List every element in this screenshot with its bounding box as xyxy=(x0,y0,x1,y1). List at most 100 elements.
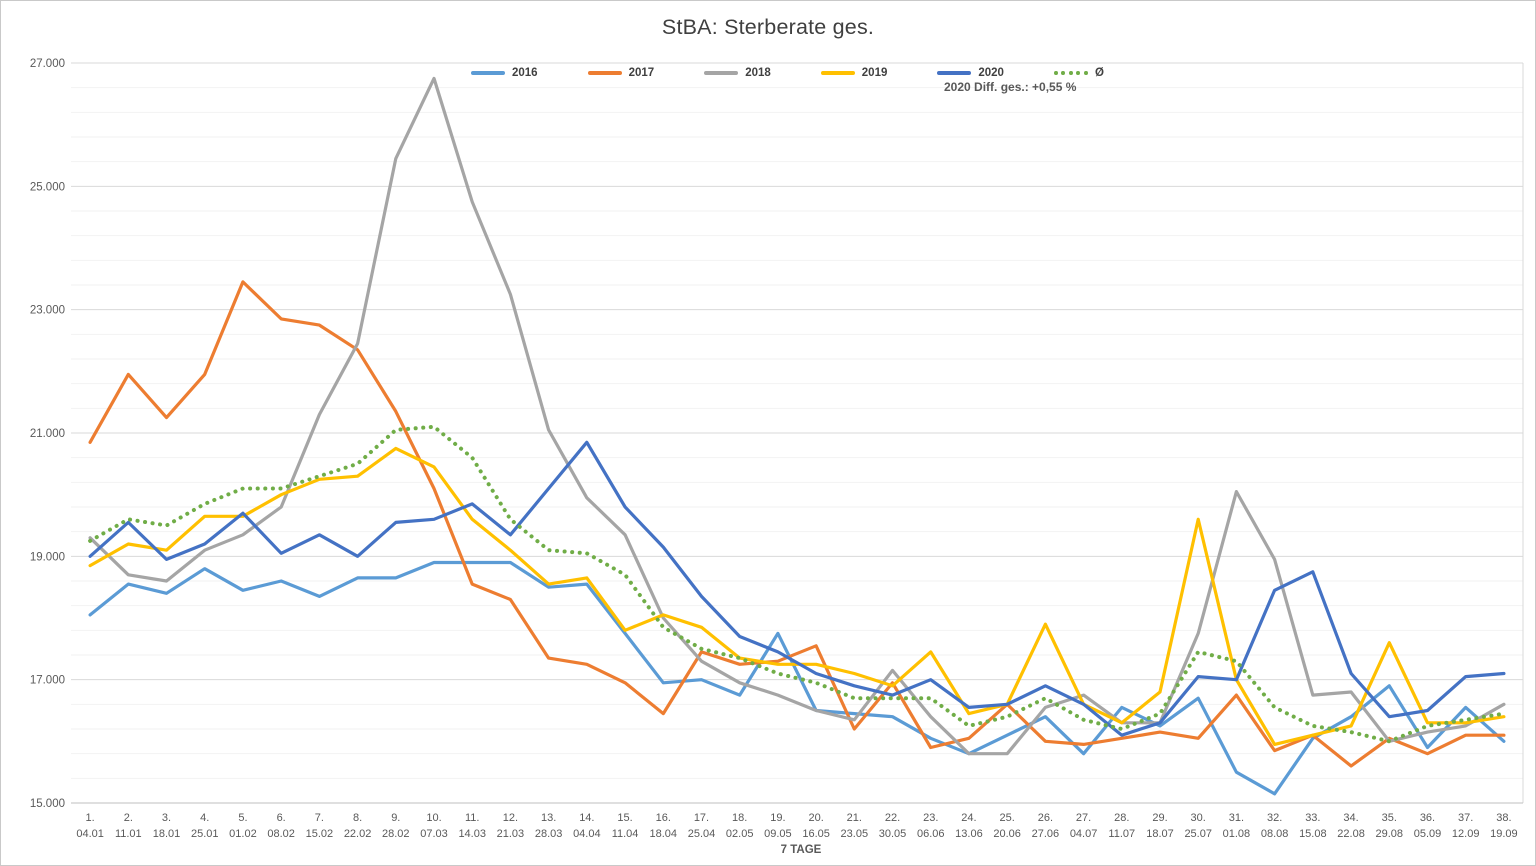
svg-text:19.: 19. xyxy=(770,812,785,824)
svg-text:28.: 28. xyxy=(1114,812,1129,824)
svg-text:20.: 20. xyxy=(808,812,823,824)
svg-text:30.05: 30.05 xyxy=(879,828,907,840)
svg-text:01.08: 01.08 xyxy=(1223,828,1251,840)
svg-text:22.: 22. xyxy=(885,812,900,824)
svg-text:04.04: 04.04 xyxy=(573,828,601,840)
legend-line-swatch xyxy=(704,71,739,75)
svg-text:15.: 15. xyxy=(617,812,632,824)
x-axis-title: 7 TAGE xyxy=(781,844,822,856)
svg-text:14.03: 14.03 xyxy=(458,828,486,840)
svg-text:24.: 24. xyxy=(961,812,976,824)
legend-item-2020[interactable]: 2020 xyxy=(937,67,1004,79)
svg-text:23.: 23. xyxy=(923,812,938,824)
legend-item-2017[interactable]: 2017 xyxy=(587,67,655,79)
series-line-Ø[interactable] xyxy=(88,424,1506,744)
svg-text:13.06: 13.06 xyxy=(955,828,983,840)
svg-text:5.: 5. xyxy=(238,812,247,824)
svg-text:11.04: 11.04 xyxy=(612,828,639,840)
svg-text:30.: 30. xyxy=(1191,812,1206,824)
svg-text:19.09: 19.09 xyxy=(1490,828,1518,840)
svg-text:26.: 26. xyxy=(1038,812,1053,824)
series-line-2019[interactable] xyxy=(88,446,1506,747)
svg-text:32.: 32. xyxy=(1267,812,1282,824)
svg-text:25.000: 25.000 xyxy=(30,181,65,193)
svg-text:17.000: 17.000 xyxy=(30,675,65,687)
svg-text:06.06: 06.06 xyxy=(917,828,945,840)
svg-text:25.07: 25.07 xyxy=(1184,828,1212,840)
svg-text:29.08: 29.08 xyxy=(1375,828,1403,840)
svg-text:08.08: 08.08 xyxy=(1261,828,1289,840)
svg-text:27.: 27. xyxy=(1076,812,1091,824)
svg-text:16.05: 16.05 xyxy=(802,828,830,840)
svg-text:27.06: 27.06 xyxy=(1032,828,1060,840)
legend-label: 2018 xyxy=(745,67,771,79)
legend-label: Ø xyxy=(1094,67,1104,79)
svg-text:7.: 7. xyxy=(315,812,324,824)
svg-text:08.02: 08.02 xyxy=(267,828,295,840)
svg-text:2.: 2. xyxy=(124,812,133,824)
svg-text:22.08: 22.08 xyxy=(1337,828,1365,840)
svg-text:1.: 1. xyxy=(86,812,95,824)
legend-item-2019[interactable]: 2019 xyxy=(820,67,887,79)
svg-text:18.04: 18.04 xyxy=(649,828,677,840)
series-line-2016[interactable] xyxy=(88,560,1506,796)
legend-item-2018[interactable]: 2018 xyxy=(704,67,771,79)
svg-text:9.: 9. xyxy=(391,812,400,824)
legend-item-2016[interactable]: 2016 xyxy=(471,67,538,79)
svg-text:15.08: 15.08 xyxy=(1299,828,1327,840)
svg-text:28.03: 28.03 xyxy=(535,828,563,840)
legend-line-swatch xyxy=(820,71,855,75)
svg-text:25.01: 25.01 xyxy=(191,828,219,840)
svg-text:18.01: 18.01 xyxy=(153,828,181,840)
svg-text:17.: 17. xyxy=(694,812,709,824)
legend-line-swatch xyxy=(471,71,505,75)
svg-text:15.02: 15.02 xyxy=(306,828,334,840)
svg-text:6.: 6. xyxy=(277,812,286,824)
svg-text:28.02: 28.02 xyxy=(382,828,410,840)
svg-text:15.000: 15.000 xyxy=(30,798,65,810)
svg-text:36.: 36. xyxy=(1420,812,1435,824)
svg-text:04.01: 04.01 xyxy=(76,828,104,840)
svg-text:07.03: 07.03 xyxy=(420,828,448,840)
svg-text:18.: 18. xyxy=(732,812,747,824)
legend-label: 2020 xyxy=(978,67,1004,79)
svg-text:12.09: 12.09 xyxy=(1452,828,1480,840)
svg-text:19.000: 19.000 xyxy=(30,551,65,563)
svg-text:11.: 11. xyxy=(465,812,479,824)
legend: 2016 2017 2018 2019 2020 Ø xyxy=(471,67,1104,79)
x-axis-labels: 1. 04.01 2. 11.01 3. 18.01 4. 25.01 5. 01.02 6. 08.… xyxy=(76,812,1517,840)
series-lines xyxy=(88,76,1506,796)
legend-item-Ø[interactable]: Ø xyxy=(1053,67,1104,79)
svg-text:31.: 31. xyxy=(1229,812,1244,824)
svg-text:37.: 37. xyxy=(1458,812,1473,824)
svg-text:18.07: 18.07 xyxy=(1146,828,1174,840)
svg-text:21.: 21. xyxy=(847,812,862,824)
svg-text:10.: 10. xyxy=(426,812,441,824)
svg-text:14.: 14. xyxy=(579,812,594,824)
svg-text:25.04: 25.04 xyxy=(688,828,716,840)
legend-dotted-line-swatch xyxy=(1053,70,1088,76)
legend-label: 2016 xyxy=(512,67,538,79)
svg-text:16.: 16. xyxy=(656,812,671,824)
chart-title: StBA: Sterberate ges. xyxy=(661,15,875,39)
svg-text:21.03: 21.03 xyxy=(497,828,525,840)
series-line-2020[interactable] xyxy=(88,440,1506,737)
svg-text:33.: 33. xyxy=(1305,812,1320,824)
legend-label: 2017 xyxy=(628,67,655,79)
svg-text:04.07: 04.07 xyxy=(1070,828,1098,840)
series-line-2018[interactable] xyxy=(88,76,1506,756)
legend-line-swatch xyxy=(587,71,622,75)
svg-text:09.05: 09.05 xyxy=(764,828,792,840)
svg-text:23.05: 23.05 xyxy=(841,828,869,840)
series-line-2017[interactable] xyxy=(88,280,1506,768)
annotation-2020-diff: 2020 Diff. ges.: +0,55 % xyxy=(944,80,1077,94)
svg-text:20.06: 20.06 xyxy=(993,828,1021,840)
svg-text:35.: 35. xyxy=(1382,812,1397,824)
svg-text:11.01: 11.01 xyxy=(115,828,142,840)
y-axis-labels: 27.000 25.000 23.000 21.000 19.000 17.000 15.0… xyxy=(30,58,65,810)
svg-text:22.02: 22.02 xyxy=(344,828,372,840)
svg-text:02.05: 02.05 xyxy=(726,828,754,840)
gridlines xyxy=(71,62,1524,804)
